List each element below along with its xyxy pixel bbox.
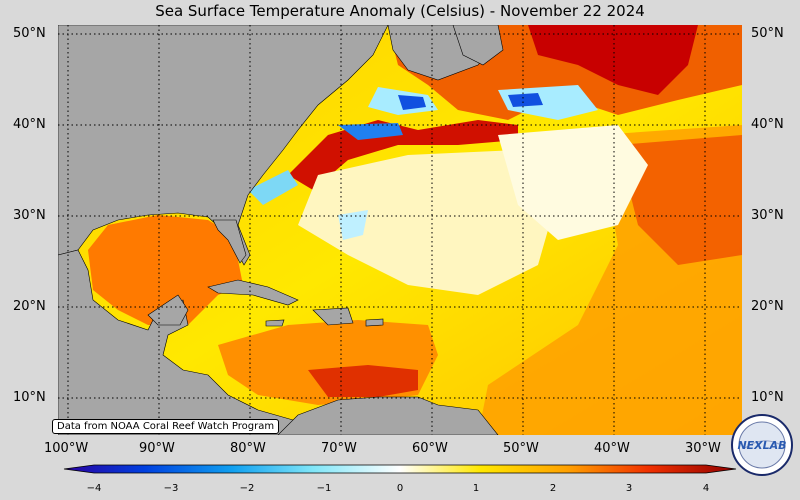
lat-label-right: 50°N (751, 26, 784, 41)
lon-label: 100°W (44, 441, 89, 456)
lon-label: 50°W (503, 441, 539, 456)
colorbar-tick: −2 (239, 483, 255, 494)
colorbar-tick: 4 (702, 483, 710, 494)
east-atlantic-red (618, 135, 742, 265)
hispaniola-land (312, 307, 354, 326)
cool-patch-subtropical (338, 210, 368, 240)
florida-land (212, 219, 247, 264)
lat-label-right: 30°N (751, 208, 784, 223)
cool-patch-coast (248, 170, 298, 205)
colorbar-tick: 3 (625, 483, 633, 494)
central-atlantic-neutral (298, 150, 558, 295)
cold-patch-east (508, 93, 543, 107)
lat-label-left: 50°N (13, 26, 46, 41)
lat-label-left: 40°N (13, 117, 46, 132)
graticule (58, 25, 742, 435)
lon-label: 60°W (412, 441, 448, 456)
colorbar-tick: −3 (163, 483, 179, 494)
lon-label: 40°W (594, 441, 630, 456)
lat-label-left: 20°N (13, 299, 46, 314)
south-america-land (277, 396, 499, 435)
lon-label: 70°W (321, 441, 357, 456)
caribbean-hot (308, 365, 418, 397)
cold-patch-north (398, 95, 426, 110)
colorbar-tick: 1 (472, 483, 480, 494)
gulf-of-mexico-warm (88, 215, 243, 325)
north-atlantic-veryhot (528, 25, 698, 95)
colorbar-tick: −1 (316, 483, 332, 494)
colorbar-tick: 2 (549, 483, 557, 494)
colorbar-tick: −4 (86, 483, 102, 494)
jamaica-land (265, 319, 285, 327)
colorbar-tick: 0 (396, 483, 404, 494)
lat-label-left: 30°N (13, 208, 46, 223)
puerto-rico-land (365, 318, 384, 327)
lon-label: 90°W (139, 441, 175, 456)
lat-label-right: 20°N (751, 299, 784, 314)
newfoundland-land (452, 25, 504, 66)
cool-patch-gulf-stream (338, 123, 403, 140)
logo-text: NEXLAB (737, 439, 786, 452)
sst-anomaly-map (58, 25, 742, 435)
lat-label-right: 10°N (751, 390, 784, 405)
mid-atlantic-neutral (498, 125, 648, 240)
lon-label: 30°W (685, 441, 721, 456)
gulf-stream-hot (288, 120, 518, 190)
yucatan-land (147, 294, 189, 326)
nexlab-logo: NEXLAB (731, 414, 793, 476)
colorbar-body (63, 464, 737, 474)
lon-label: 80°W (230, 441, 266, 456)
lat-label-right: 40°N (751, 117, 784, 132)
map-title: Sea Surface Temperature Anomaly (Celsius… (155, 2, 645, 20)
lat-label-left: 10°N (13, 390, 46, 405)
data-credit: Data from NOAA Coral Reef Watch Program (52, 419, 280, 434)
cuba-land (207, 279, 299, 306)
